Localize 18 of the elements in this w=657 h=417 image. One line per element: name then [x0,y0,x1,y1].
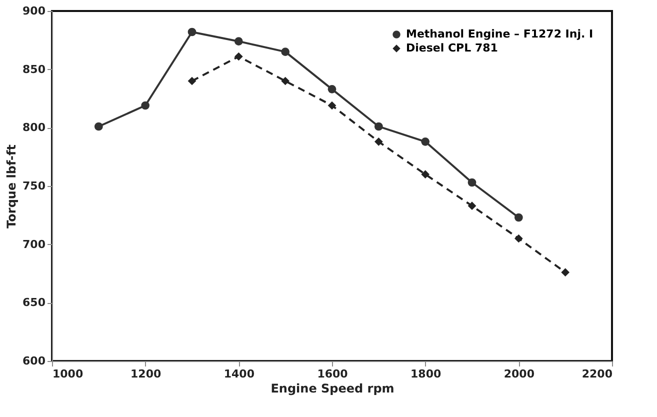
x-tick-label: 2200 [582,368,613,380]
y-tick-label: 700 [22,238,46,251]
x-axis-title: Engine Speed rpm [270,382,394,396]
legend-label: Diesel CPL 781 [406,42,498,54]
x-tick-label: 1800 [410,368,442,380]
legend-label: Methanol Engine – F1272 Inj. I [406,28,594,40]
y-axis-title: Torque lbf-ft [4,144,19,228]
y-tick-label: 800 [22,121,46,134]
y-tick-label: 750 [22,180,46,192]
y-tick-label: 600 [22,354,46,368]
x-tick-label: 1000 [52,368,84,380]
x-tick-label: 2000 [504,368,535,380]
y-tick-label: 900 [22,4,46,18]
y-tick-label: 650 [22,296,46,310]
y-tick-label: 850 [22,62,46,76]
x-tick-label: 1400 [224,368,255,380]
x-tick-label: 1600 [317,368,348,380]
x-tick-label: 1200 [130,368,162,380]
